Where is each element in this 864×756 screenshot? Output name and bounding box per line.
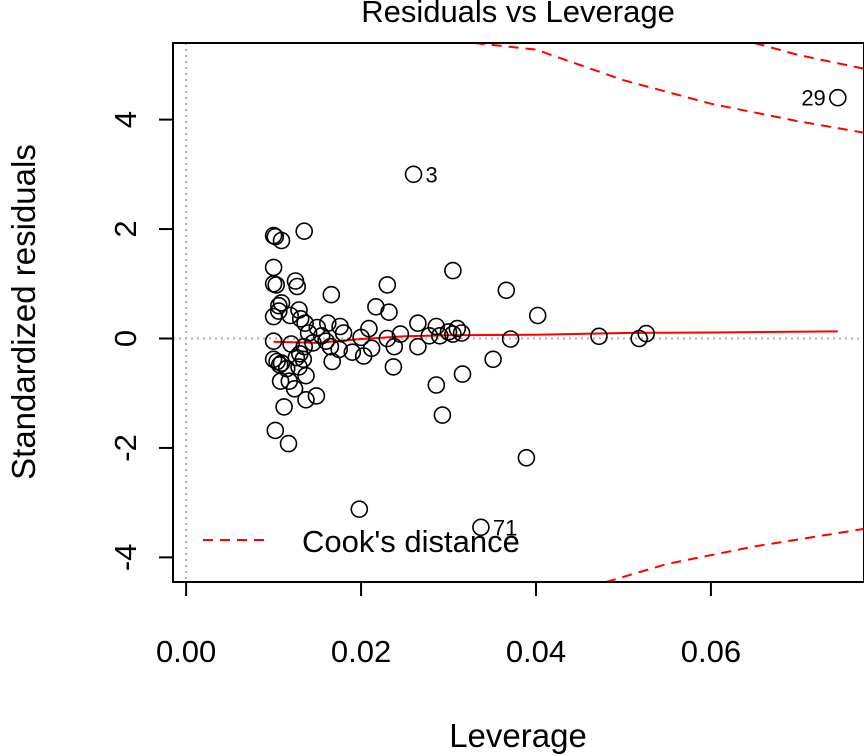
- data-point: [427, 376, 446, 394]
- point-annotation: 71: [493, 515, 517, 540]
- data-point: [271, 372, 290, 391]
- cooks-distance-curve-upper: [754, 43, 864, 70]
- data-point: [307, 387, 326, 405]
- x-tick-label: 0.04: [506, 634, 566, 669]
- data-point: [299, 324, 318, 342]
- data-point: [453, 365, 472, 383]
- data-point: [362, 339, 381, 358]
- data-point: [630, 329, 649, 348]
- data-point: [304, 334, 322, 352]
- data-point: [501, 330, 520, 348]
- data-point: [433, 406, 452, 424]
- data-point: [404, 165, 423, 184]
- data-point: [272, 231, 291, 250]
- data-point: [266, 421, 285, 440]
- data-point: [430, 326, 449, 345]
- data-point: [281, 306, 300, 325]
- data-point: [294, 350, 313, 369]
- data-point: [385, 337, 404, 356]
- data-point: [264, 332, 283, 351]
- data-point: [291, 309, 310, 328]
- data-point: [285, 379, 304, 398]
- data-point: [444, 325, 462, 343]
- data-point: [343, 343, 362, 362]
- data-point: [297, 366, 315, 385]
- data-point: [828, 88, 847, 107]
- data-point: [288, 277, 307, 296]
- cooks-distance-curve-lower: [605, 527, 864, 582]
- point-annotation: 3: [426, 162, 438, 187]
- data-point: [472, 518, 490, 537]
- y-tick-label: -2: [108, 434, 143, 462]
- data-point: [322, 285, 341, 304]
- data-point: [264, 258, 283, 277]
- data-point: [269, 296, 288, 315]
- data-point: [378, 276, 397, 294]
- data-point: [323, 352, 342, 371]
- data-point: [287, 348, 306, 367]
- data-point: [528, 306, 547, 325]
- cooks-distance-curves: [474, 43, 864, 582]
- y-tick-label: 2: [108, 220, 143, 237]
- smoother-line: [273, 330, 838, 344]
- y-axis-label: Standardized residuals: [5, 144, 42, 480]
- data-point: [409, 314, 427, 333]
- data-point: [448, 319, 467, 338]
- y-axis: -4 -2 0 2 4: [108, 111, 173, 571]
- data-point: [380, 303, 398, 322]
- data-point: [297, 390, 315, 409]
- data-point: [350, 500, 369, 519]
- data-point: [384, 358, 403, 376]
- points-layer: [264, 88, 847, 537]
- data-point: [312, 326, 331, 345]
- x-tick-label: 0.06: [681, 634, 741, 669]
- data-point: [295, 222, 314, 240]
- point-annotation: 29: [801, 86, 825, 111]
- reference-lines: [173, 43, 864, 582]
- data-point: [517, 448, 536, 467]
- data-point: [272, 294, 291, 312]
- data-point: [279, 434, 298, 453]
- data-point: [352, 328, 370, 347]
- data-point: [321, 337, 340, 356]
- data-point: [452, 324, 471, 342]
- data-point: [267, 276, 286, 294]
- plot-frame: [172, 42, 864, 583]
- annotations-layer: 29 3 71: [426, 86, 826, 541]
- data-point: [296, 314, 314, 333]
- data-point: [497, 281, 516, 300]
- chart-title: Residuals vs Leverage: [361, 0, 675, 29]
- x-axis: 0.00 0.02 0.04 0.06: [156, 582, 741, 669]
- data-point: [290, 344, 309, 363]
- data-point: [275, 398, 293, 416]
- data-point: [484, 350, 502, 369]
- data-point: [264, 350, 283, 369]
- data-point: [444, 261, 462, 280]
- data-point: [427, 317, 446, 336]
- data-point: [409, 337, 427, 356]
- data-point: [317, 332, 335, 351]
- data-point: [590, 327, 608, 346]
- y-tick-label: 0: [108, 330, 143, 347]
- y-tick-label: -4: [108, 544, 143, 572]
- data-point: [420, 326, 439, 345]
- x-axis-label: Leverage: [449, 717, 587, 754]
- smoother-layer: [273, 330, 838, 344]
- x-tick-label: 0.00: [156, 634, 216, 669]
- cooks-distance-curve-upper: [474, 43, 864, 134]
- data-point: [269, 302, 288, 320]
- y-tick-label: 4: [108, 111, 143, 128]
- legend-label: Cook's distance: [302, 524, 520, 559]
- x-tick-label: 0.02: [331, 634, 391, 669]
- data-point: [334, 324, 353, 342]
- legend: Cook's distance: [203, 524, 520, 559]
